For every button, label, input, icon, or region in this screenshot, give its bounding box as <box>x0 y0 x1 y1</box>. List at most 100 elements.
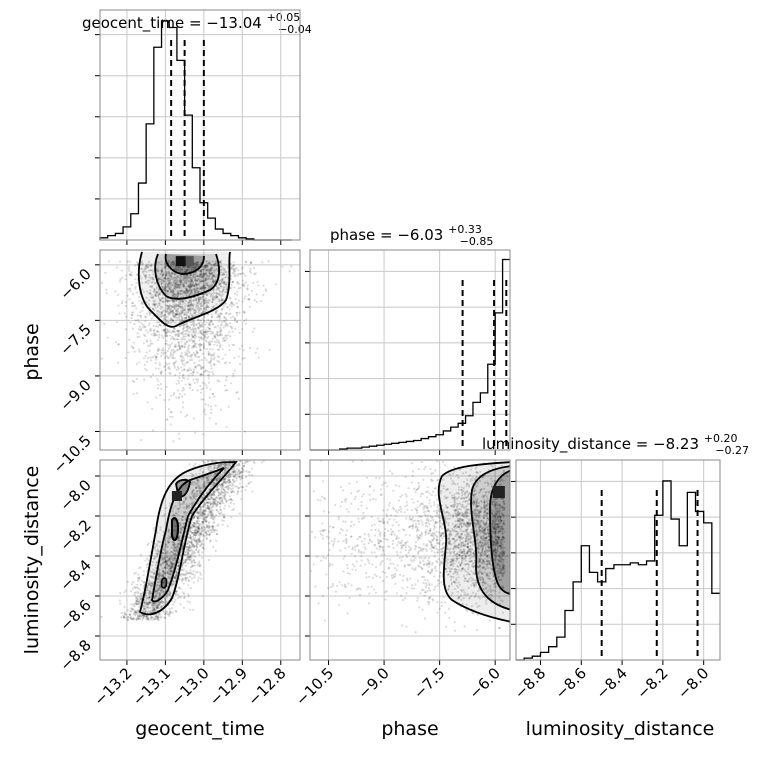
sample-point <box>200 287 203 290</box>
sample-point <box>204 299 207 302</box>
sample-point <box>206 264 209 267</box>
sample-point <box>169 354 172 358</box>
sample-point <box>224 283 227 286</box>
sample-point <box>157 349 160 352</box>
sample-point <box>191 303 194 306</box>
sample-point <box>132 581 135 584</box>
sample-point <box>209 273 212 276</box>
sample-point <box>173 305 176 308</box>
sample-point <box>118 599 121 602</box>
sample-point <box>207 322 210 325</box>
sample-point <box>230 302 233 305</box>
sample-point <box>208 396 211 399</box>
sample-point <box>264 288 267 291</box>
sample-point <box>288 270 291 273</box>
sample-point <box>163 280 166 283</box>
sample-point <box>246 457 248 459</box>
sample-point <box>230 266 234 269</box>
sample-point <box>149 339 152 342</box>
sample-point <box>194 462 197 465</box>
sample-point <box>118 280 121 283</box>
sample-point <box>165 335 169 338</box>
sample-point <box>241 272 244 275</box>
sample-point <box>224 317 228 320</box>
sample-point <box>155 287 158 290</box>
sample-point <box>182 293 185 296</box>
sample-point <box>140 302 143 305</box>
pair-tick-label-x: −13.2 <box>91 664 136 709</box>
sample-point <box>197 355 200 358</box>
sample-point <box>190 354 193 357</box>
sample-point <box>225 323 228 326</box>
sample-point <box>189 300 193 303</box>
sample-point <box>196 323 199 326</box>
sample-point <box>170 290 173 294</box>
sample-point <box>190 353 193 357</box>
sample-point <box>174 283 178 286</box>
sample-point <box>178 279 181 283</box>
sample-point <box>199 374 202 377</box>
sample-point <box>216 296 219 299</box>
sample-point <box>224 339 227 342</box>
sample-point <box>250 261 253 264</box>
sample-point <box>135 377 138 380</box>
sample-point <box>122 614 125 618</box>
sample-point <box>160 387 163 390</box>
sample-point <box>136 261 139 264</box>
sample-point <box>236 473 239 476</box>
sample-point <box>195 261 198 264</box>
sample-point <box>172 261 175 264</box>
sample-point <box>246 287 249 290</box>
sample-point <box>230 326 233 329</box>
sample-point <box>243 297 246 300</box>
sample-point <box>214 276 217 279</box>
sample-point <box>200 290 203 293</box>
sample-point <box>205 386 209 389</box>
sample-point <box>164 289 167 292</box>
sample-point <box>167 260 170 263</box>
sample-point <box>137 573 140 576</box>
sample-point <box>192 267 195 270</box>
sample-point <box>187 265 190 268</box>
sample-point <box>105 292 108 295</box>
sample-point <box>193 264 197 267</box>
sample-point <box>156 329 159 333</box>
sample-point <box>168 398 171 401</box>
sample-point <box>177 283 180 286</box>
sample-point <box>204 413 207 416</box>
sample-point <box>191 283 194 287</box>
sample-point <box>150 276 153 279</box>
sample-point <box>150 616 153 620</box>
hist-phase <box>305 249 511 455</box>
hist-frame <box>99 9 301 241</box>
sample-point <box>199 270 202 273</box>
sample-point <box>202 299 206 302</box>
sample-point <box>117 343 120 346</box>
sample-point <box>231 487 234 490</box>
sample-point <box>187 347 190 350</box>
sample-point <box>203 272 206 275</box>
sample-point <box>156 269 159 272</box>
sample-point <box>181 336 184 339</box>
sample-point <box>196 304 199 308</box>
sample-point <box>200 514 203 518</box>
sample-point <box>148 274 151 277</box>
sample-point <box>136 335 139 339</box>
sample-point <box>180 338 183 341</box>
sample-point <box>225 375 228 379</box>
sample-point <box>217 523 220 526</box>
sample-point <box>141 618 144 621</box>
sample-point <box>172 261 175 264</box>
sample-point <box>140 439 143 442</box>
sample-point <box>176 366 180 369</box>
sample-point <box>183 276 186 279</box>
sample-point <box>177 275 180 278</box>
sample-point <box>158 323 161 327</box>
sample-point <box>179 312 182 315</box>
sample-point <box>198 278 201 281</box>
sample-point <box>190 290 193 293</box>
sample-point <box>212 295 215 298</box>
sample-point <box>232 374 235 378</box>
sample-point <box>147 265 150 268</box>
sample-point <box>189 308 192 312</box>
